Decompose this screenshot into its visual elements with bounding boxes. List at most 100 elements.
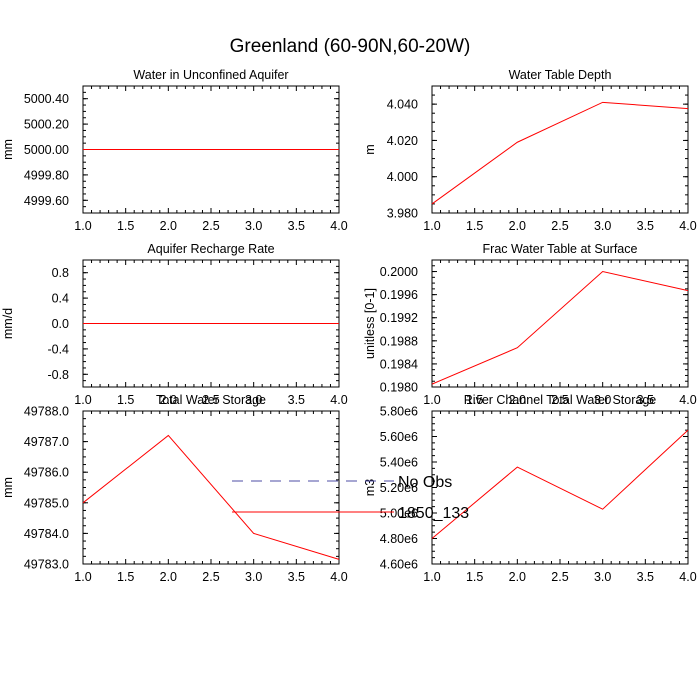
y-tick-label: 5.60e6 (380, 430, 418, 444)
y-tick-label: 49785.0 (24, 496, 69, 510)
x-tick-label: 3.5 (637, 219, 654, 233)
x-tick-label: 1.0 (74, 570, 91, 584)
x-tick-label: 1.0 (74, 219, 91, 233)
x-tick-label: 3.5 (288, 570, 305, 584)
figure-title: Greenland (60-90N,60-20W) (229, 36, 471, 57)
x-tick-label: 2.5 (551, 570, 568, 584)
x-tick-label: 3.0 (245, 570, 262, 584)
y-tick-label: -0.4 (47, 342, 69, 356)
panel-water-table-depth: Water Table Depth 1.0 1.5 2.0 2.5 3.0 3.5 4.0 3.… (363, 68, 697, 233)
y-tick-label: 0.4 (52, 292, 69, 306)
y-tick-label: 0.8 (52, 266, 69, 280)
y-tick-label: 4.60e6 (380, 558, 418, 572)
panel-title: Frac Water Table at Surface (483, 242, 638, 256)
y-tick-label: 5000.40 (24, 92, 69, 106)
y-tick-label: -0.8 (47, 368, 69, 382)
panel-title: Water Table Depth (509, 68, 612, 82)
y-tick-label: 4999.60 (24, 194, 69, 208)
y-tick-label: 4.040 (387, 98, 418, 112)
x-tick-label: 3.5 (288, 219, 305, 233)
x-tick-label: 3.0 (594, 393, 611, 407)
x-tick-label: 4.0 (679, 393, 696, 407)
x-tick-label: 2.5 (202, 219, 219, 233)
x-tick-label: 3.5 (637, 570, 654, 584)
x-tick-label: 1.5 (466, 570, 483, 584)
legend-label-no-obs: No Obs (398, 474, 452, 491)
y-tick-label: 0.1984 (380, 357, 418, 371)
y-axis-label: mm/d (1, 308, 15, 339)
x-tick-label: 2.5 (551, 393, 568, 407)
y-tick-label: 4.80e6 (380, 532, 418, 546)
panel-water-in-unconfined-aquifer: Water in Unconfined Aquifer 1.0 1.5 2.0 2.5 3… (1, 68, 348, 233)
x-tick-label: 1.5 (466, 393, 483, 407)
y-tick-label: 0.1980 (380, 381, 418, 395)
x-tick-label: 1.5 (117, 393, 134, 407)
legend-label-1850-133: 1850_133 (398, 505, 469, 522)
plot-frame (82, 410, 340, 565)
x-tick-label: 3.0 (594, 219, 611, 233)
y-tick-label: 5000.00 (24, 143, 69, 157)
y-tick-label: 4.000 (387, 170, 418, 184)
series-line-1850-133 (82, 434, 340, 560)
x-tick-label: 1.5 (466, 219, 483, 233)
x-tick-label: 2.0 (160, 219, 177, 233)
y-tick-label: 5.20e6 (380, 481, 418, 495)
x-tick-label: 2.0 (509, 570, 526, 584)
y-tick-label: 0.2000 (380, 265, 418, 279)
panel-title: River Channel Total Water Storage (464, 393, 657, 407)
x-tick-label: 3.5 (637, 393, 654, 407)
x-tick-label: 3.5 (288, 393, 305, 407)
y-tick-label: 0.1988 (380, 334, 418, 348)
y-tick-label: 5.80e6 (380, 405, 418, 419)
panel-aquifer-recharge-rate: Aquifer Recharge Rate 1.0 1.5 2.0 2.5 3.0 3.5 4… (1, 242, 348, 407)
y-tick-label: 49787.0 (24, 435, 69, 449)
y-tick-label: 5000.20 (24, 118, 69, 132)
plot-frame (431, 410, 689, 565)
y-axis-label: m3 (363, 479, 377, 496)
x-tick-label: 1.0 (74, 393, 91, 407)
panel-title: Water in Unconfined Aquifer (133, 68, 288, 82)
x-tick-label: 1.5 (117, 219, 134, 233)
x-tick-label: 4.0 (330, 570, 347, 584)
x-tick-label: 3.0 (594, 570, 611, 584)
y-axis-label: mm (1, 139, 15, 160)
y-axis-label: mm (1, 477, 15, 498)
series-line-1850-133 (431, 101, 689, 205)
x-tick-label: 4.0 (330, 219, 347, 233)
panel-title: Aquifer Recharge Rate (147, 242, 274, 256)
x-tick-label: 4.0 (330, 393, 347, 407)
y-tick-label: 0.1996 (380, 288, 418, 302)
x-tick-label: 4.0 (679, 570, 696, 584)
panel-title: Total Water Storage (156, 393, 266, 407)
x-tick-label: 2.5 (202, 393, 219, 407)
x-tick-label: 2.0 (160, 570, 177, 584)
y-tick-label: 0.0 (52, 317, 69, 331)
y-tick-label: 49784.0 (24, 527, 69, 541)
y-tick-label: 49783.0 (24, 558, 69, 572)
x-tick-label: 1.0 (423, 570, 440, 584)
x-tick-label: 3.0 (245, 393, 262, 407)
y-tick-label: 49788.0 (24, 405, 69, 419)
y-tick-label: 5.40e6 (380, 456, 418, 470)
x-tick-label: 2.0 (509, 393, 526, 407)
x-tick-label: 1.5 (117, 570, 134, 584)
x-tick-label: 2.5 (202, 570, 219, 584)
y-tick-label: 49786.0 (24, 466, 69, 480)
y-axis-label: m (363, 144, 377, 154)
x-tick-label: 1.0 (423, 219, 440, 233)
legend: No Obs 1850_133 (232, 474, 469, 522)
x-tick-label: 2.5 (551, 219, 568, 233)
x-tick-label: 4.0 (679, 219, 696, 233)
plot-frame (431, 85, 689, 214)
x-tick-label: 3.0 (245, 219, 262, 233)
chart-panels: Water in Unconfined Aquifer 1.0 1.5 2.0 2.5 3… (1, 68, 697, 584)
y-tick-label: 5.00e6 (380, 507, 418, 521)
panel-frac-water-table-at-surface: Frac Water Table at Surface 1.0 1.5 2.0 2.5 3… (363, 242, 697, 407)
x-tick-label: 2.0 (509, 219, 526, 233)
panel-river-channel-total-water-storage: River Channel Total Water Storage 1.0 1.5 2… (363, 393, 697, 584)
x-tick-label: 1.0 (423, 393, 440, 407)
y-tick-label: 4999.80 (24, 168, 69, 182)
x-tick-label: 2.0 (160, 393, 177, 407)
series-line-1850-133 (431, 271, 689, 385)
